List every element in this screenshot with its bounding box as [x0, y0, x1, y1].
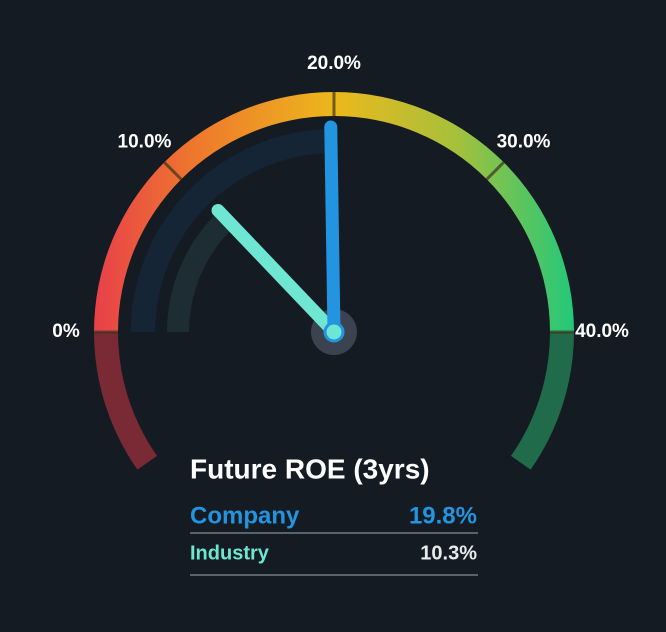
- legend-label: Industry: [190, 542, 270, 564]
- chart-title: Future ROE (3yrs): [190, 453, 430, 484]
- tick-label: 10.0%: [118, 132, 172, 153]
- tick-label: 30.0%: [497, 132, 551, 153]
- legend-value: 10.3%: [420, 542, 477, 564]
- needle: [324, 120, 341, 339]
- tick-label: 0%: [52, 321, 80, 342]
- legend-value: 19.8%: [409, 502, 477, 529]
- tick-mark: [163, 161, 183, 181]
- tick-mark: [485, 161, 505, 181]
- legend-label: Company: [190, 502, 300, 529]
- value-band: [131, 129, 332, 332]
- needle-hub-dot: [323, 321, 345, 343]
- gauge-arc: [94, 92, 574, 332]
- value-band: [167, 211, 234, 332]
- needle: [211, 203, 341, 339]
- gauge-low-arc: [94, 332, 158, 470]
- tick-label: 20.0%: [307, 53, 361, 74]
- tick-label: 40.0%: [575, 321, 629, 342]
- gauge-low-arc: [510, 332, 574, 470]
